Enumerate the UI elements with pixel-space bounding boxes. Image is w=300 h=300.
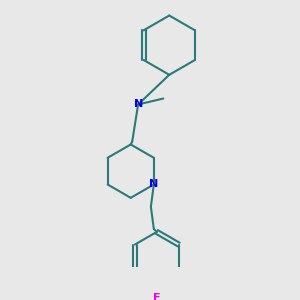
Text: F: F [153, 293, 160, 300]
Text: N: N [134, 99, 143, 110]
Text: N: N [149, 179, 158, 190]
